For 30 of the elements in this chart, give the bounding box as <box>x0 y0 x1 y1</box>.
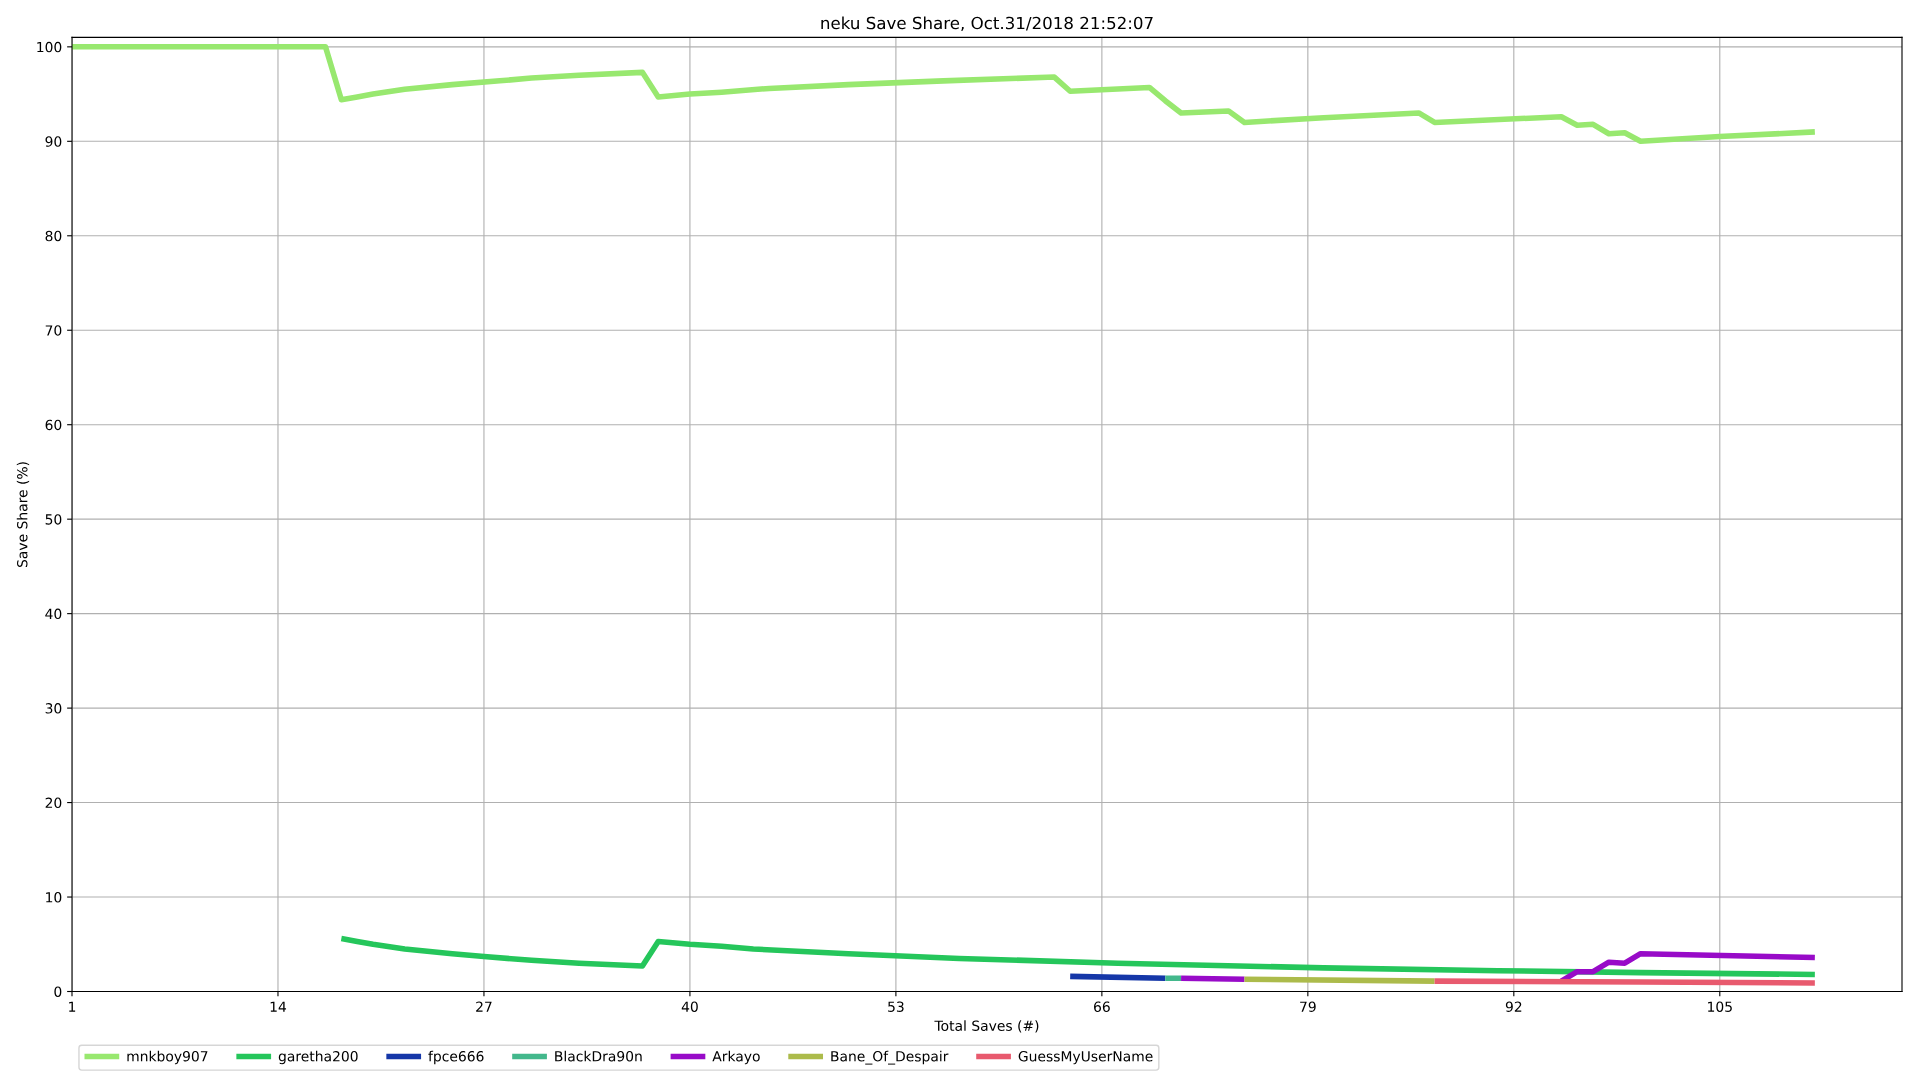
x-tick-label: 79 <box>1300 1001 1316 1012</box>
y-tick-label: 30 <box>45 703 62 714</box>
y-axis-title: Save Share (%) <box>16 462 30 568</box>
legend-label: Arkayo <box>712 1050 760 1065</box>
x-tick-label: 1 <box>69 1001 76 1012</box>
y-tick-label: 100 <box>37 41 62 53</box>
legend-label: garetha200 <box>278 1050 358 1065</box>
x-tick-label: 40 <box>681 1001 698 1012</box>
y-tick-label: 50 <box>45 514 62 525</box>
x-tick-label: 92 <box>1505 1001 1522 1012</box>
legend-label: mnkboy907 <box>127 1050 208 1065</box>
x-axis-title: Total Saves (#) <box>934 1020 1039 1033</box>
y-tick-label: 0 <box>54 986 62 997</box>
x-tick-label: 105 <box>1708 1001 1732 1012</box>
y-tick-label: 70 <box>45 325 62 336</box>
legend-label: Bane_Of_Despair <box>831 1050 949 1065</box>
legend-label: GuessMyUserName <box>1018 1051 1153 1065</box>
legend-label: BlackDra90n <box>555 1050 642 1062</box>
x-tick-label: 27 <box>476 1001 492 1012</box>
y-tick-label: 60 <box>45 419 62 431</box>
y-tick-label: 80 <box>45 230 62 242</box>
y-tick-label: 20 <box>45 797 62 809</box>
legend-label: fpce666 <box>428 1050 484 1065</box>
x-tick-label: 53 <box>888 1001 904 1012</box>
y-tick-label: 40 <box>45 608 62 620</box>
y-tick-label: 90 <box>45 136 62 147</box>
y-tick-label: 10 <box>46 892 62 903</box>
x-tick-label: 14 <box>270 1001 287 1012</box>
chart-title: neku Save Share, Oct.31/2018 21:52:07 <box>821 16 1153 31</box>
x-tick-label: 66 <box>1094 1001 1110 1012</box>
